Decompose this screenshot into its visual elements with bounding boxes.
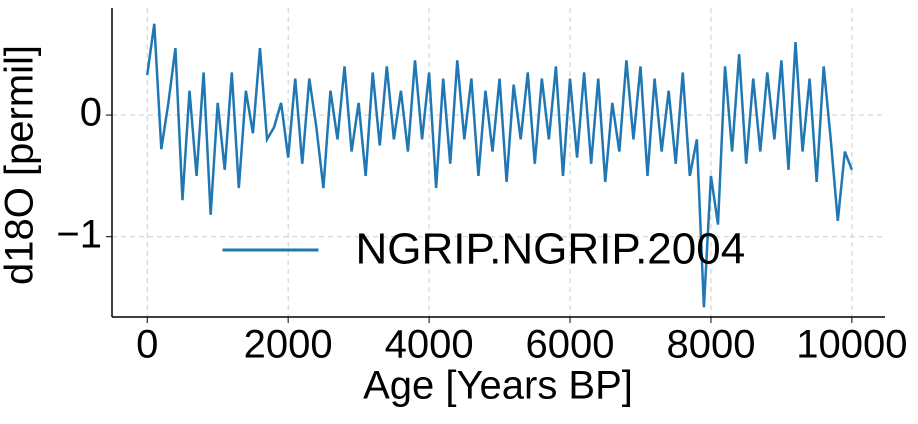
x-tick-label: 4000 (385, 323, 474, 367)
x-tick-label: 6000 (526, 323, 615, 367)
x-axis-label: Age [Years BP] (363, 364, 633, 408)
x-tick-label: 8000 (666, 323, 755, 367)
y-tick-label: −1 (56, 212, 102, 256)
legend-label: NGRIP.NGRIP.2004 (356, 225, 746, 274)
y-tick-label: 0 (80, 91, 102, 135)
data-line (145, 23, 854, 308)
x-tick-label: 10000 (796, 323, 907, 367)
x-tick-label: 0 (136, 323, 158, 367)
y-axis-label: d18O [permil] (0, 45, 42, 285)
x-tick-label: 2000 (244, 323, 333, 367)
